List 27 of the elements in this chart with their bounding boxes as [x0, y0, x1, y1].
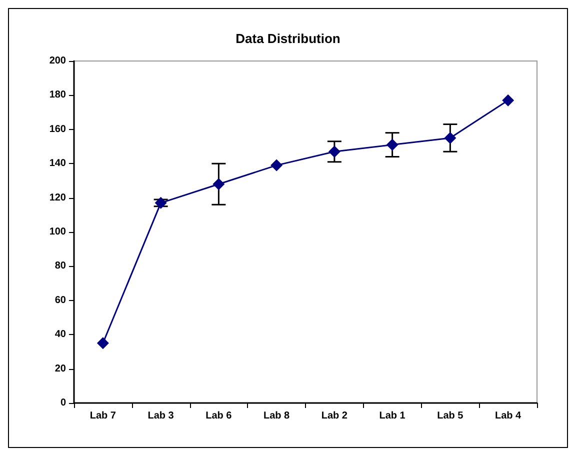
y-tick-label: 180: [49, 90, 66, 101]
x-tick-label: Lab 2: [321, 410, 348, 422]
y-tick-label: 60: [54, 294, 66, 306]
x-tick-label: Lab 3: [148, 410, 174, 422]
x-tick-label: Lab 5: [437, 410, 464, 422]
x-tick-label: Lab 8: [264, 410, 290, 422]
x-tick-label: Lab 1: [379, 410, 406, 422]
y-tick-label: 120: [49, 192, 66, 204]
point: [328, 146, 340, 158]
y-tick-label: 160: [49, 124, 66, 135]
point: [386, 138, 398, 151]
point: [270, 159, 283, 172]
point: [96, 337, 109, 350]
point: [502, 94, 514, 106]
y-tick-label: 200: [49, 56, 66, 66]
y-tick-label: 20: [54, 363, 66, 374]
y-tick-label: 100: [49, 226, 66, 238]
x-tick-label: Lab 4: [495, 410, 522, 422]
chart-title: Data Distribution: [236, 31, 340, 46]
point: [444, 132, 456, 144]
y-tick-label: 40: [54, 329, 66, 340]
y-tick-label: 0: [60, 398, 66, 408]
y-tick-label: 140: [49, 158, 66, 170]
x-tick-label: Lab 6: [206, 410, 232, 422]
y-tick-label: 80: [54, 260, 66, 272]
x-tick-label: Lab 7: [90, 410, 116, 422]
point: [212, 178, 225, 190]
